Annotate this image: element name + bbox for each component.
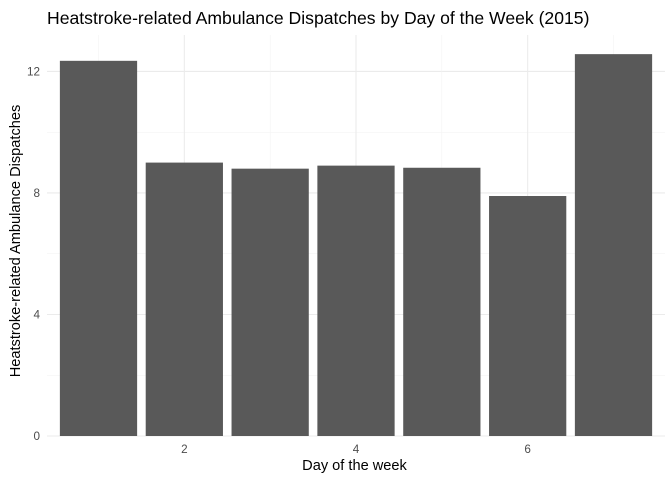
x-tick-label: 4 [353, 443, 360, 456]
x-tick-label: 2 [181, 443, 188, 456]
y-axis-ticks: 0 4 8 12 [27, 65, 41, 443]
x-tick-label: 6 [524, 443, 531, 456]
bar-day-5 [403, 167, 481, 436]
bars [59, 54, 653, 437]
bar-day-4 [317, 165, 395, 436]
bar-day-7 [574, 54, 653, 436]
y-tick-label: 8 [33, 187, 40, 200]
y-tick-label: 4 [33, 308, 40, 321]
y-tick-label: 0 [33, 430, 40, 443]
bar-day-6 [489, 196, 567, 436]
bar-day-2 [145, 162, 223, 436]
y-axis-title: Heatstroke-related Ambulance Dispatches [8, 105, 24, 378]
x-axis-title: Day of the week [302, 458, 407, 474]
bar-day-3 [231, 168, 309, 436]
chart-title: Heatstroke-related Ambulance Dispatches … [47, 8, 589, 28]
y-tick-label: 12 [27, 65, 40, 78]
bar-day-1 [59, 60, 138, 437]
x-axis-ticks: 2 4 6 [181, 443, 531, 456]
